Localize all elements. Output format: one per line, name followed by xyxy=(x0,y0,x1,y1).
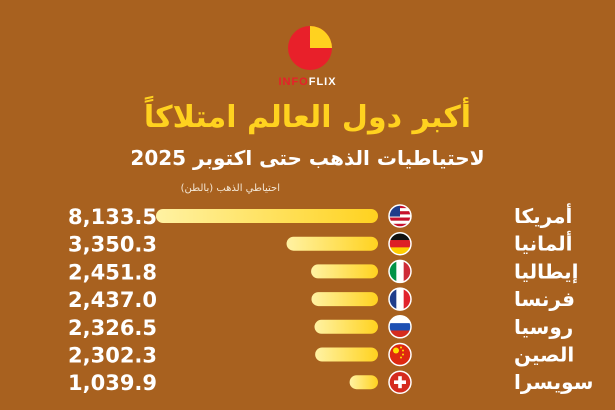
value-label: 2,326.5 xyxy=(68,316,157,340)
us-flag-icon xyxy=(388,204,412,228)
bar xyxy=(156,209,378,223)
category-label: ألمانيا xyxy=(514,230,572,256)
bar xyxy=(286,236,378,251)
unit-label: احتياطي الذهب (بالطن) xyxy=(180,183,280,194)
value-label: 8,133.5 xyxy=(68,205,157,229)
china-flag-icon xyxy=(388,342,412,367)
brand-name: INFOFLIX xyxy=(0,76,615,88)
value-label: 2,451.8 xyxy=(68,260,157,284)
value-label: 3,350.3 xyxy=(68,233,157,257)
chart-subtitle: لاحتياطيات الذهب حتى اكتوبر 2025 xyxy=(130,146,485,170)
france-flag-icon xyxy=(388,287,412,311)
russia-flag-icon xyxy=(388,315,412,339)
italy-flag-icon xyxy=(388,259,412,284)
brand-part-2: FLIX xyxy=(308,76,337,88)
bar xyxy=(311,292,378,307)
bar xyxy=(314,319,378,334)
category-label: إيطاليا xyxy=(514,259,579,283)
bar xyxy=(349,375,378,390)
germany-flag-icon xyxy=(388,231,412,256)
value-label: 1,039.9 xyxy=(68,371,157,395)
chart-title: أكبر دول العالم امتلاكاً xyxy=(143,100,472,135)
category-label: فرنسا xyxy=(514,287,575,311)
category-label: سويسرا xyxy=(514,370,593,394)
value-label: 2,437.0 xyxy=(68,288,157,312)
value-label: 2,302.3 xyxy=(68,344,157,368)
infoflix-logo xyxy=(288,26,332,70)
bar xyxy=(311,264,378,279)
brand-part-1: INFO xyxy=(278,76,309,88)
category-label: روسيا xyxy=(514,315,573,339)
category-label: الصين xyxy=(514,343,574,367)
switzerland-flag-icon xyxy=(388,370,412,394)
bar xyxy=(315,347,378,362)
category-label: أمريكا xyxy=(514,202,572,228)
